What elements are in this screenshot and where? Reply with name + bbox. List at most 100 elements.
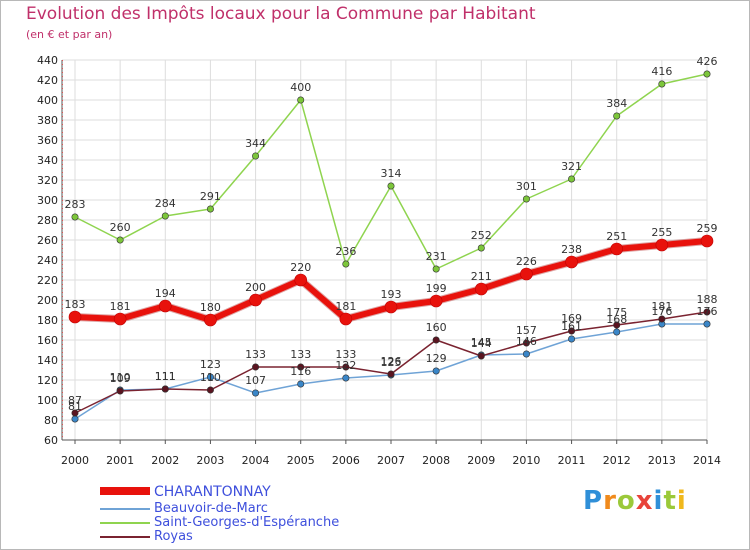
data-label: 168 bbox=[606, 313, 627, 326]
y-tick-label: 440 bbox=[37, 54, 58, 67]
data-label: 145 bbox=[471, 336, 492, 349]
data-point bbox=[206, 205, 214, 213]
logo-letter: t bbox=[663, 486, 677, 516]
labels-charantonnay: 183 181 194 180 200 220 181 193 199 211 226 238 251 2… bbox=[65, 222, 718, 314]
logo-letter: o bbox=[616, 486, 636, 516]
data-point bbox=[432, 336, 440, 344]
data-point bbox=[206, 386, 214, 394]
legend-label-royas: Royas bbox=[154, 529, 193, 544]
legend-swatch-charantonnay bbox=[100, 487, 150, 495]
logo-letter: i bbox=[653, 486, 664, 516]
x-tick-label: 2005 bbox=[287, 454, 315, 467]
data-point bbox=[342, 374, 350, 382]
x-tick-label: 2000 bbox=[61, 454, 89, 467]
data-label: 133 bbox=[290, 348, 311, 361]
data-point bbox=[613, 112, 621, 120]
y-tick-label: 80 bbox=[44, 414, 58, 427]
x-tick-label: 2007 bbox=[377, 454, 405, 467]
data-label: 426 bbox=[697, 55, 718, 68]
data-point bbox=[297, 96, 305, 104]
data-label: 81 bbox=[68, 400, 82, 413]
data-point bbox=[206, 373, 214, 381]
x-tick-label: 2013 bbox=[648, 454, 676, 467]
logo-letter: P bbox=[583, 486, 604, 516]
chart-subtitle: (en € et par an) bbox=[26, 28, 113, 41]
data-label: 181 bbox=[651, 300, 672, 313]
data-point bbox=[249, 293, 262, 307]
data-point bbox=[297, 380, 305, 388]
x-tick-label: 2011 bbox=[558, 454, 586, 467]
x-tick-label: 2003 bbox=[196, 454, 224, 467]
data-label: 384 bbox=[606, 97, 627, 110]
y-tick-label: 120 bbox=[37, 374, 58, 387]
data-label: 188 bbox=[697, 293, 718, 306]
data-point bbox=[429, 294, 443, 308]
y-tick-label: 260 bbox=[37, 234, 58, 247]
data-point bbox=[252, 389, 260, 397]
logo-letter: x bbox=[635, 486, 654, 516]
data-label: 123 bbox=[200, 358, 221, 371]
y-tick-label: 360 bbox=[37, 134, 58, 147]
data-point bbox=[71, 409, 79, 417]
data-label: 116 bbox=[290, 365, 311, 378]
data-label: 236 bbox=[335, 245, 356, 258]
data-label: 199 bbox=[426, 282, 447, 295]
data-label: 133 bbox=[245, 348, 266, 361]
data-label: 400 bbox=[290, 81, 311, 94]
data-label: 160 bbox=[426, 321, 447, 334]
y-tick-label: 180 bbox=[37, 314, 58, 327]
data-point bbox=[522, 350, 530, 358]
data-label: 181 bbox=[110, 300, 131, 313]
data-point bbox=[432, 265, 440, 273]
data-point bbox=[387, 370, 395, 378]
data-point bbox=[71, 213, 79, 221]
y-tick-label: 280 bbox=[37, 214, 58, 227]
y-tick-label: 240 bbox=[37, 254, 58, 267]
data-label: 122 bbox=[335, 359, 356, 372]
x-tick-label: 2008 bbox=[422, 454, 450, 467]
data-point bbox=[387, 182, 395, 190]
logo-letter: i bbox=[676, 486, 687, 516]
legend-swatch-beauvoir-de-marc bbox=[100, 508, 150, 510]
data-point bbox=[342, 363, 350, 371]
x-tick-label: 2001 bbox=[106, 454, 134, 467]
data-label: 183 bbox=[65, 298, 86, 311]
data-label: 314 bbox=[381, 167, 402, 180]
data-point bbox=[522, 339, 530, 347]
data-point bbox=[703, 320, 711, 328]
data-point bbox=[116, 236, 124, 244]
data-label: 255 bbox=[651, 226, 672, 239]
chart-title: Evolution des Impôts locaux pour la Comm… bbox=[26, 4, 536, 24]
y-tick-label: 160 bbox=[37, 334, 58, 347]
data-point bbox=[568, 335, 576, 343]
series-royas bbox=[71, 308, 711, 417]
data-label: 291 bbox=[200, 190, 221, 203]
data-label: 416 bbox=[651, 65, 672, 78]
data-labels: 283 260 284 291 344 400 236 314 231 252 301 321 384 4… bbox=[65, 55, 718, 413]
data-label: 161 bbox=[561, 320, 582, 333]
legend-label-charantonnay: CHARANTONNAY bbox=[154, 484, 271, 500]
data-point bbox=[658, 315, 666, 323]
data-point bbox=[613, 328, 621, 336]
data-label: 252 bbox=[471, 229, 492, 242]
data-label: 211 bbox=[471, 270, 492, 283]
data-label: 109 bbox=[110, 372, 131, 385]
data-label: 87 bbox=[68, 394, 82, 407]
data-label: 133 bbox=[335, 348, 356, 361]
data-label: 260 bbox=[110, 221, 131, 234]
data-point bbox=[700, 234, 714, 248]
data-point bbox=[339, 312, 353, 326]
data-point bbox=[252, 152, 260, 160]
data-point bbox=[613, 321, 621, 329]
data-point bbox=[158, 299, 172, 313]
data-label: 231 bbox=[426, 250, 447, 263]
data-point bbox=[655, 238, 669, 252]
data-label: 344 bbox=[245, 137, 266, 150]
data-label: 110 bbox=[110, 371, 131, 384]
data-label: 181 bbox=[335, 300, 356, 313]
y-tick-label: 220 bbox=[37, 274, 58, 287]
data-label: 125 bbox=[381, 356, 402, 369]
data-label: 238 bbox=[561, 243, 582, 256]
legend-swatch-saint-georges bbox=[100, 522, 150, 524]
y-tick-label: 140 bbox=[37, 354, 58, 367]
